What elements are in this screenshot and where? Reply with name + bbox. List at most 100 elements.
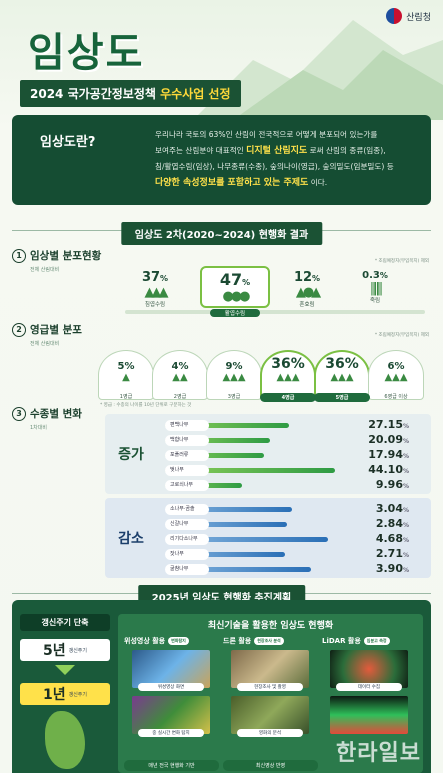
definition-line: 우리나라 국토의 63%인 산림이 전국적으로 어떻게 분포되어 있는가를	[155, 130, 378, 139]
definition-fragment: 로써 산림의 종류(임종),	[309, 146, 386, 155]
forest-type-baseline	[125, 310, 425, 314]
forest-type-pct: 12%	[293, 270, 321, 285]
tree-icon: ▲▲▲	[330, 372, 354, 383]
age-class-item: 6% ▲▲▲	[368, 350, 424, 400]
species-value: 20.09%	[368, 433, 409, 446]
species-name: 신갈나무	[165, 519, 209, 530]
forest-type-highlight-box: 47% ●●●	[200, 266, 270, 308]
species-name: 굴참나무	[165, 564, 209, 575]
definition-highlight: 디지털 산림지도	[246, 146, 308, 156]
age-class-pct: 36%	[325, 356, 359, 372]
forest-type-pct: 37%	[141, 270, 169, 285]
field-survey-image	[231, 650, 309, 688]
tree-icon: ▲▲▲	[276, 372, 300, 383]
column-pill: 임분고 측정	[363, 637, 390, 645]
forest-type-item: 0.3% ‖‖‖ 죽림	[340, 270, 410, 304]
column-title: 위성영상 활용 변화탐지	[124, 636, 219, 646]
column-pill: 현장조사 분석	[254, 637, 284, 645]
age-class-footnote: * 영급 : 수종의 나이를 10년 단위로 구분하는 것	[100, 403, 192, 408]
definition-line: 다양한 속성정보를 포함하고 있는 주제도 이다.	[155, 175, 425, 191]
species-value: 27.15%	[368, 418, 409, 431]
species-row: 굴참나무 3.90%	[165, 562, 431, 576]
age-class-item: 4% ▲▲	[152, 350, 208, 400]
forest-type-heading: 1 임상별 분포현황	[12, 248, 101, 263]
technology-panel: 최신기술을 활용한 임상도 현행화 위성영상 활용 변화탐지 위성영상 화면 중 …	[118, 614, 423, 773]
definition-text: 우리나라 국토의 63%인 산림이 전국적으로 어떻게 분포되어 있는가를 보여…	[155, 127, 425, 191]
forest-type-pct: 0.3%	[362, 270, 388, 281]
agency-name: 산림청	[406, 12, 431, 23]
decrease-label: 감소	[118, 531, 144, 547]
mountain-illustration	[193, 20, 443, 120]
image-caption: 데이터 수집	[336, 683, 402, 691]
age-class-label: 1영급	[119, 394, 133, 400]
species-row: 포플러류 17.94%	[165, 448, 431, 462]
tree-icon: ▲▲	[172, 372, 188, 383]
species-row: 벚나무 44.10%	[165, 463, 431, 477]
species-value: 2.71%	[375, 547, 409, 560]
ribbon-highlight: 우수사업 선정	[160, 87, 231, 101]
step-number: 3	[12, 406, 26, 421]
bamboo-icon: ‖‖‖	[369, 281, 384, 296]
age-class-label: 5영급	[314, 393, 370, 402]
change-detection-image	[132, 696, 210, 734]
age-class-item: 36% ▲▲▲	[260, 350, 316, 400]
species-value: 2.84%	[375, 517, 409, 530]
tree-icon: ●●●	[222, 289, 250, 304]
tree-icon: ▲	[122, 372, 130, 383]
species-row: 리기다소나무 4.68%	[165, 532, 431, 546]
image-caption: 영화의 분석	[237, 729, 303, 737]
image-caption: 중 실시간 변화 탐지	[138, 729, 204, 737]
step-number: 1	[12, 248, 26, 263]
satellite-image	[132, 650, 210, 688]
age-class-label: 3영급	[227, 394, 241, 400]
lidar-profile-image	[330, 696, 408, 734]
forest-type-label: 침엽수림	[144, 302, 166, 308]
age-class-item: 9% ▲▲▲	[206, 350, 262, 400]
species-name: 리기다소나무	[165, 534, 209, 545]
forest-type-item: 47% ●●● 활엽수림	[200, 266, 270, 317]
unit-note: 1차대비	[30, 425, 47, 431]
cycle-after-label: 갱신주기	[68, 691, 88, 698]
species-name: 고로쇠나무	[165, 480, 209, 491]
section-heading: 임상도 2차(2020~2024) 현행화 결과	[120, 222, 323, 245]
definition-fragment: 보여주는 산림분야 대표적인	[155, 146, 244, 155]
step-number: 2	[12, 322, 26, 337]
award-ribbon: 2024 국가공간정보정책 우수사업 선정	[20, 80, 241, 107]
forest-type-pct: 47%	[219, 270, 251, 289]
forest-type-label: 혼효림	[299, 302, 315, 308]
cycle-panel: 갱신주기 단축 5년 갱신주기 1년 갱신주기	[20, 614, 110, 769]
definition-fragment: 이다.	[310, 178, 328, 187]
species-bar	[165, 468, 335, 473]
image-caption: 위성영상 화면	[138, 683, 204, 691]
subsection-title: 임상별 분포현황	[30, 250, 102, 262]
cycle-before-value: 5년	[42, 643, 66, 659]
species-heading: 3 수종별 변화	[12, 406, 82, 421]
down-arrow-icon	[55, 665, 75, 675]
age-class-pct: 4%	[171, 361, 189, 372]
cycle-after: 1년 갱신주기	[20, 683, 110, 705]
age-class-pct: 9%	[225, 361, 243, 372]
species-value: 44.10%	[368, 463, 409, 476]
increase-label: 증가	[118, 447, 144, 463]
definition-line: 보여주는 산림분야 대표적인 디지털 산림지도 로써 산림의 종류(임종),	[155, 143, 425, 159]
species-bar	[165, 567, 311, 572]
species-name: 잣나무	[165, 549, 209, 560]
korea-map-icon	[45, 711, 85, 769]
forest-type-item: 37% ▲▲▲ 침엽수림	[120, 270, 190, 308]
species-value: 17.94%	[368, 448, 409, 461]
age-class-label: 2영급	[173, 394, 187, 400]
species-name: 벚나무	[165, 465, 209, 476]
definition-highlight: 다양한 속성정보를 포함하고 있는 주제도	[155, 178, 309, 188]
species-bar	[165, 423, 289, 428]
exclusion-note: * 조림예정지(무입목지) 제외	[374, 259, 429, 264]
age-class-label: 6영급 이상	[384, 394, 408, 400]
age-class-pct: 5%	[117, 361, 135, 372]
cycle-before: 5년 갱신주기	[20, 639, 110, 661]
age-class-heading: 2 영급별 분포	[12, 322, 82, 337]
species-row: 고로쇠나무 9.96%	[165, 478, 431, 492]
species-value: 3.90%	[375, 562, 409, 575]
tree-icon: ▲▲▲	[222, 372, 246, 383]
column-footer: 매년 전국 현행화 기반	[124, 760, 219, 771]
age-class-pct: 36%	[271, 356, 305, 372]
drone-image	[231, 696, 309, 734]
